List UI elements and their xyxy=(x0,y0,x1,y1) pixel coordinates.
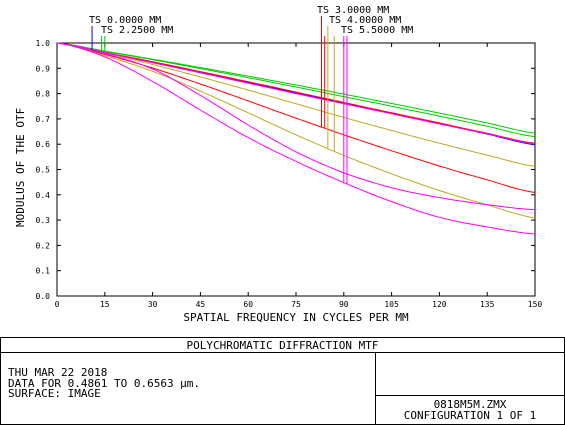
series-line-4 xyxy=(56,42,536,144)
footer-configuration: CONFIGURATION 1 OF 1 xyxy=(403,409,537,422)
footer-title: POLYCHROMATIC DIFFRACTION MTF xyxy=(186,339,379,352)
y-tick-label: 0.1 xyxy=(36,267,51,276)
footer-date: THU MAR 22 2018 xyxy=(8,366,108,379)
y-tick-label: 0.5 xyxy=(36,166,51,175)
legend-label: TS 3.0000 MM xyxy=(317,5,389,16)
x-tick-label: 15 xyxy=(100,300,110,309)
x-tick-label: 135 xyxy=(480,300,495,309)
footer-filename: 0818M5M.ZMX xyxy=(433,398,507,411)
legend-label: TS 5.5000 MM xyxy=(341,25,413,36)
y-tick-label: 0.4 xyxy=(36,191,51,200)
plot-frame xyxy=(56,42,536,297)
x-tick-label: 120 xyxy=(432,300,447,309)
series-line-3 xyxy=(56,42,536,134)
x-tick-label: 90 xyxy=(339,300,349,309)
x-axis-title: SPATIAL FREQUENCY IN CYCLES PER MM xyxy=(183,311,409,324)
y-tick-label: 0.9 xyxy=(36,64,51,73)
series-line-6 xyxy=(56,42,536,167)
series-line-7 xyxy=(56,42,536,219)
series-line-9 xyxy=(56,42,536,211)
footer-data-range: DATA FOR 0.4861 TO 0.6563 µm. xyxy=(8,377,201,390)
legend-label: TS 0.0000 MM xyxy=(89,15,161,26)
y-tick-label: 0.8 xyxy=(36,90,51,99)
series-line-10 xyxy=(56,42,536,235)
x-tick-label: 60 xyxy=(243,300,253,309)
y-axis-title: MODULUS OF THE OTF xyxy=(14,107,27,227)
footer-surface: SURFACE: IMAGE xyxy=(8,387,101,400)
y-tick-label: 0.2 xyxy=(36,241,51,250)
x-tick-label: 30 xyxy=(148,300,158,309)
y-tick-label: 1.0 xyxy=(36,39,51,48)
x-tick-label: 150 xyxy=(528,300,543,309)
x-tick-label: 75 xyxy=(291,300,301,309)
y-tick-label: 0.6 xyxy=(36,140,51,149)
y-tick-label: 0.3 xyxy=(36,216,51,225)
series-line-8 xyxy=(56,42,536,145)
legend-label: TS 2.2500 MM xyxy=(101,25,173,36)
y-tick-label: 0.7 xyxy=(36,115,51,124)
y-tick-label: 0.0 xyxy=(36,292,51,301)
legend-label: TS 4.0000 MM xyxy=(329,15,401,26)
x-tick-label: 105 xyxy=(384,300,399,309)
x-tick-label: 0 xyxy=(55,300,60,309)
x-tick-label: 45 xyxy=(196,300,206,309)
